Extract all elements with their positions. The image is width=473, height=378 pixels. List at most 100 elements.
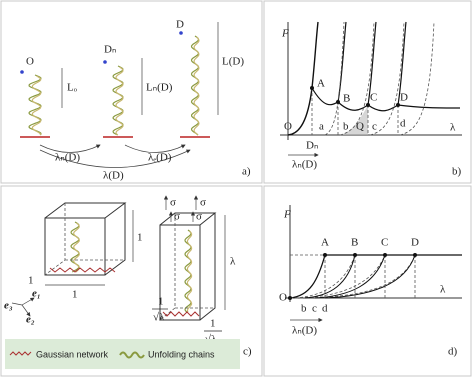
panel-c: [0, 185, 263, 377]
label: D: [411, 237, 419, 249]
label: b): [452, 166, 462, 178]
prism: [159, 212, 217, 321]
legend-swatch: [119, 351, 145, 359]
curve: [304, 254, 356, 299]
label: Dₙ: [104, 44, 116, 56]
label: B: [351, 237, 358, 249]
legend-swatch: [9, 351, 32, 356]
curve: [324, 254, 416, 299]
panel-d: [263, 185, 472, 377]
arrow: [39, 149, 191, 168]
label: Lₙ(D): [146, 82, 173, 94]
curve: [287, 21, 319, 136]
label: 1: [137, 232, 143, 244]
network: [49, 267, 116, 273]
helix: [193, 36, 200, 136]
label: a: [319, 121, 324, 133]
point: [383, 253, 387, 257]
dashed-curve: [399, 21, 435, 136]
label: b: [343, 121, 349, 133]
panel-b: [263, 0, 472, 184]
label: O: [26, 56, 34, 68]
label: D: [400, 92, 408, 104]
label: O: [284, 121, 292, 133]
cube: [44, 202, 127, 276]
label: F: [283, 209, 291, 221]
point: [288, 296, 292, 300]
label: 1: [158, 296, 164, 308]
label: C: [370, 92, 377, 104]
label: D: [176, 19, 184, 31]
label: λ: [440, 284, 446, 296]
label: σ: [196, 211, 202, 223]
label: Q: [356, 121, 364, 133]
helix: [115, 66, 124, 136]
end-dot: [20, 70, 24, 74]
label: λₑ(D): [148, 152, 172, 164]
label: b: [301, 303, 307, 315]
label: Dₙ: [306, 140, 318, 152]
network: [162, 311, 200, 317]
label: d: [322, 303, 328, 315]
label: L(D): [222, 56, 244, 68]
legend: [5, 339, 240, 369]
curve: [314, 254, 386, 299]
point: [323, 253, 327, 257]
helix: [28, 74, 42, 136]
label: e₃: [4, 300, 13, 312]
label: λ(D): [103, 170, 124, 182]
dashed-curve: [369, 21, 405, 136]
dashed-curve: [324, 21, 345, 136]
helix: [31, 75, 42, 136]
label: O: [279, 292, 287, 304]
label: A: [321, 237, 329, 249]
axis-arrow: [21, 297, 35, 306]
end-dot: [179, 31, 183, 35]
label: e₁: [32, 288, 41, 300]
label: λₙ(D): [292, 159, 317, 171]
label: Lₒ: [67, 82, 77, 94]
dashed-curve: [289, 254, 356, 299]
label: F: [281, 28, 289, 40]
label: λₙ(D): [55, 152, 80, 164]
label: λ: [450, 122, 456, 134]
label: 1: [72, 289, 78, 301]
curve: [397, 104, 461, 109]
label: C: [381, 237, 388, 249]
point: [310, 86, 314, 90]
point: [413, 253, 417, 257]
axis-arrow: [11, 302, 23, 306]
label: σ: [200, 197, 206, 209]
curve: [289, 254, 326, 299]
end-dot: [103, 60, 107, 64]
label: σ: [170, 197, 176, 209]
label: 1: [28, 275, 34, 287]
legend-label: Gaussian network: [36, 349, 109, 359]
arrow: [124, 144, 186, 153]
axis-arrow: [21, 304, 31, 317]
point: [353, 253, 357, 257]
point: [366, 103, 370, 107]
label: λ: [230, 256, 236, 268]
label: c: [372, 121, 377, 133]
helix: [73, 222, 80, 273]
label: e₂: [26, 314, 35, 326]
label: √λ: [153, 312, 165, 324]
label: σ: [174, 211, 180, 223]
label: A: [317, 78, 325, 90]
helix: [186, 230, 193, 313]
panel-a: [0, 0, 263, 184]
label: B: [343, 93, 350, 105]
shade: [340, 105, 368, 135]
label: d): [448, 346, 458, 358]
label: 1: [210, 318, 216, 330]
label: d: [400, 118, 406, 130]
point: [396, 103, 400, 107]
arrow: [39, 144, 101, 153]
label: c: [312, 303, 317, 315]
dashed-curve: [339, 21, 375, 136]
chains: [28, 35, 200, 313]
label: a): [242, 166, 251, 178]
legend-label: Unfolding chains: [148, 349, 215, 359]
